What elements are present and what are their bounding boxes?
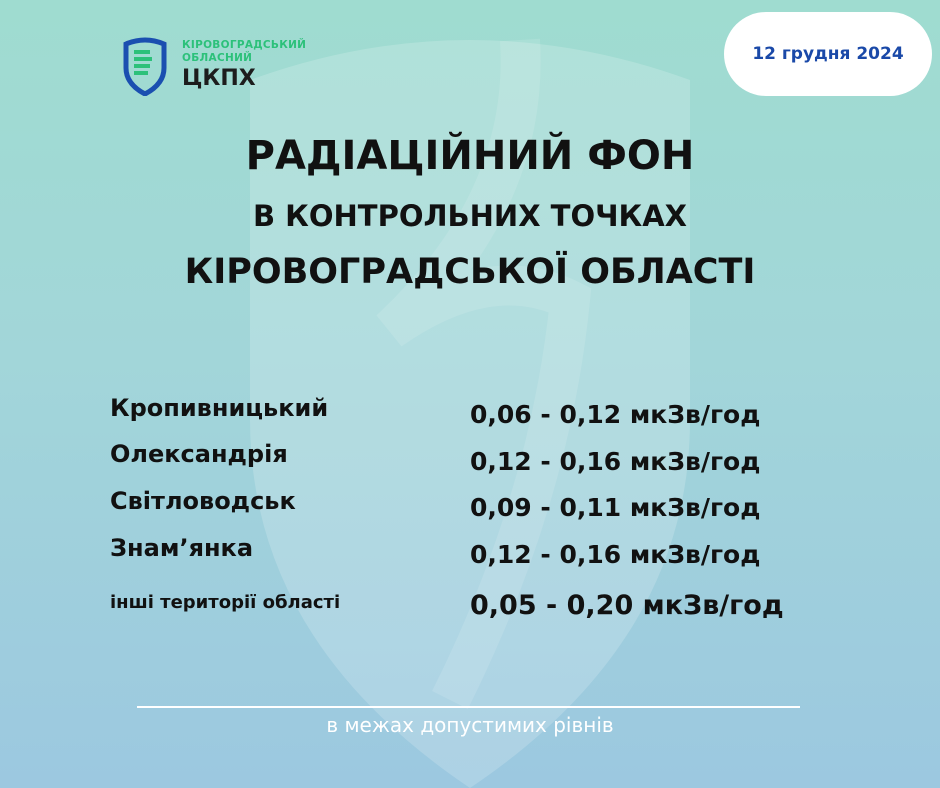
radiation-value: 0,12 - 0,16 мкЗв/год xyxy=(470,447,761,476)
logo-line1: КІРОВОГРАДСЬКИЙ xyxy=(182,39,307,51)
radiation-value: 0,05 - 0,20 мкЗв/год xyxy=(470,590,784,621)
shield-logo-icon xyxy=(123,37,167,96)
logo-line2: ОБЛАСНИЙ xyxy=(182,52,253,64)
background-shield-icon xyxy=(250,38,690,788)
place-name: Світловодськ xyxy=(110,487,296,515)
date-badge: 12 грудня 2024 xyxy=(724,12,932,96)
place-name: Олександрія xyxy=(110,440,288,468)
title-line3: КІРОВОГРАДСЬКОЇ ОБЛАСТІ xyxy=(184,252,756,292)
title-line2: В КОНТРОЛЬНИХ ТОЧКАХ xyxy=(252,199,688,233)
logo: КІРОВОГРАДСЬКИЙ ОБЛАСНИЙ ЦКПХ xyxy=(120,34,306,96)
divider xyxy=(137,706,800,708)
place-name: Кропивницький xyxy=(110,394,329,422)
logo-name: ЦКПХ xyxy=(182,66,256,91)
title-line1: РАДІАЦІЙНИЙ ФОН xyxy=(245,133,695,179)
place-name: Знам’янка xyxy=(110,534,254,562)
radiation-value: 0,09 - 0,11 мкЗв/год xyxy=(470,493,761,522)
footer-note: в межах допустимих рівнів xyxy=(326,713,614,737)
radiation-value: 0,06 - 0,12 мкЗв/год xyxy=(470,400,761,429)
radiation-value: 0,12 - 0,16 мкЗв/год xyxy=(470,540,761,569)
place-name: інші території області xyxy=(110,592,341,613)
